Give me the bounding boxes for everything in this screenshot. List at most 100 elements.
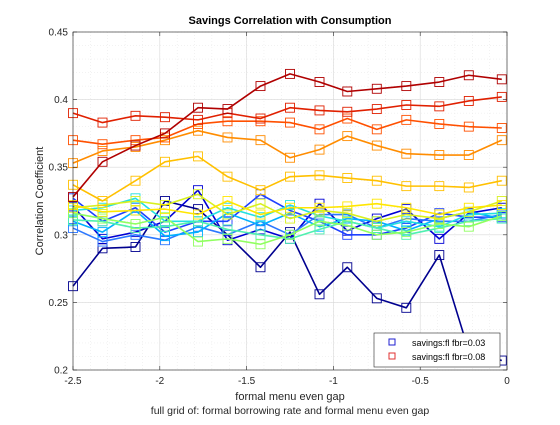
data-point [255, 262, 266, 273]
data-point [160, 221, 170, 232]
data-point [97, 139, 108, 150]
data-point [434, 77, 445, 87]
y-tick-label: 0.25 [49, 298, 69, 309]
data-point [255, 135, 266, 146]
data-point [342, 173, 353, 183]
data-point [193, 209, 203, 220]
series-0 [68, 196, 507, 366]
data-point [314, 124, 325, 135]
data-point [342, 86, 353, 97]
series-line-10 [72, 155, 502, 202]
y-tick-label: 0.35 [49, 163, 69, 174]
data-point [222, 209, 233, 220]
data-point [255, 198, 266, 209]
data-point [401, 181, 412, 192]
data-point [463, 150, 474, 160]
data-point [434, 101, 445, 112]
data-point [342, 113, 353, 124]
data-point [463, 202, 474, 213]
data-point [160, 156, 170, 167]
data-point [371, 83, 382, 94]
series-14 [68, 68, 507, 202]
series-line-12 [72, 117, 502, 146]
series-11 [68, 125, 507, 169]
series-line-4 [72, 209, 502, 237]
data-point [97, 206, 108, 217]
data-point [130, 219, 141, 229]
data-point [97, 156, 108, 167]
data-point [160, 231, 170, 242]
data-point [342, 131, 353, 142]
data-point [434, 181, 445, 192]
data-point [371, 198, 382, 209]
footnote: full grid of: formal borrowing rate and … [151, 405, 430, 417]
data-point [255, 220, 266, 231]
data-point [97, 196, 108, 206]
data-point [434, 150, 445, 160]
data-point [401, 114, 412, 125]
data-point [130, 110, 141, 121]
data-point [314, 77, 325, 87]
data-point [342, 262, 353, 273]
legend-marker-1 [388, 352, 396, 360]
data-point [222, 233, 233, 244]
data-point [193, 125, 203, 136]
data-point [314, 202, 325, 213]
y-tick-label: 0.3 [54, 230, 68, 241]
data-point [401, 227, 412, 238]
data-point [255, 239, 266, 250]
data-point [371, 175, 382, 186]
data-point [97, 117, 108, 128]
series-7 [68, 208, 507, 250]
series-9 [68, 196, 507, 220]
data-point [371, 140, 382, 151]
series-line-2 [72, 193, 502, 236]
legend-label-0: savings:fl fbr=0.03 [412, 338, 485, 348]
data-point [285, 213, 295, 224]
data-point [222, 104, 233, 115]
data-point [160, 204, 170, 215]
data-point [222, 116, 233, 127]
data-point [222, 171, 233, 182]
data-point [130, 140, 141, 151]
data-point [222, 202, 233, 213]
data-point [434, 209, 445, 220]
x-tick-label: -2 [155, 376, 164, 387]
legend-marker-0 [388, 338, 396, 346]
series-line-8 [72, 193, 503, 223]
data-point [496, 74, 507, 85]
y-tick-label: 0.4 [54, 95, 68, 106]
data-point [255, 209, 266, 220]
x-tick-label: -0.5 [412, 376, 430, 387]
x-tick-label: -2.5 [64, 376, 82, 387]
data-point [160, 128, 170, 139]
chart-title: Savings Correlation with Consumption [189, 15, 392, 27]
data-point [496, 200, 507, 211]
data-point [222, 196, 233, 206]
data-point [496, 123, 507, 133]
data-point [342, 220, 353, 231]
series-line-7 [72, 212, 503, 246]
data-point [97, 146, 108, 156]
data-point [97, 227, 108, 238]
data-point [342, 229, 353, 240]
data-point [496, 175, 507, 186]
series-group [68, 68, 507, 366]
data-point [496, 135, 507, 146]
data-point [314, 144, 325, 155]
data-point [371, 216, 382, 227]
data-point [463, 70, 474, 81]
data-point [401, 100, 412, 110]
data-point [434, 219, 445, 229]
series-line-5 [72, 197, 502, 229]
data-point [314, 216, 325, 227]
x-tick-label: 0 [504, 376, 510, 387]
data-point [285, 208, 295, 219]
data-point [401, 216, 412, 227]
data-point [463, 216, 474, 227]
data-point [401, 202, 412, 213]
data-point [434, 233, 445, 244]
data-point [285, 202, 295, 213]
data-point [371, 124, 382, 135]
